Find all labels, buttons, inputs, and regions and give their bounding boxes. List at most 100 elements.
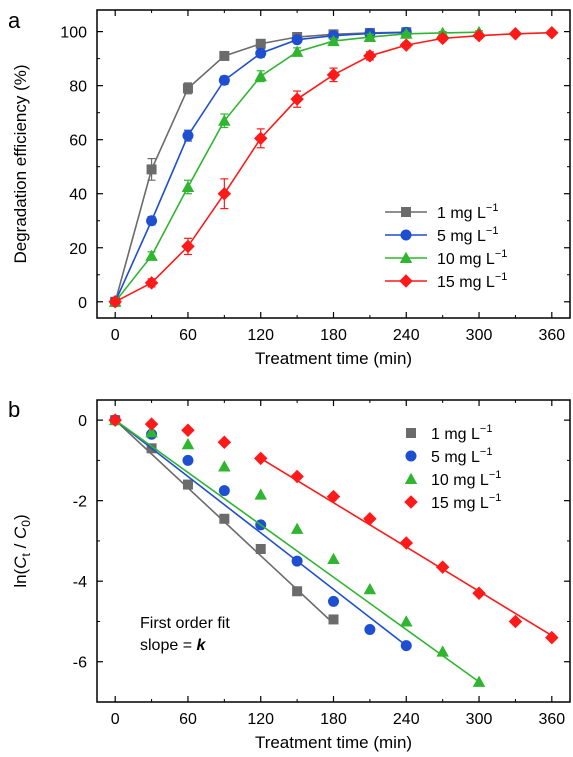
data-point: [217, 435, 232, 450]
fit-line: [114, 419, 480, 683]
data-point: [144, 417, 159, 431]
data-point: [508, 27, 523, 41]
data-point: [255, 543, 266, 554]
data-point: [254, 488, 267, 500]
data-point: [182, 479, 193, 490]
legend-label: 10 mg L−1: [431, 469, 501, 489]
legend-label: 10 mg L−1: [437, 248, 507, 268]
legend-label: 15 mg L−1: [431, 492, 501, 512]
data-point: [435, 560, 450, 574]
x-tick-label: 360: [538, 711, 565, 728]
data-point: [399, 38, 414, 52]
data-point: [363, 49, 377, 63]
data-point: [400, 27, 413, 39]
x-tick-label: 300: [466, 327, 493, 344]
data-point: [182, 454, 194, 466]
x-tick-label: 60: [179, 711, 197, 728]
data-point: [291, 34, 303, 46]
x-axis-label: Treatment time (min): [255, 733, 412, 752]
data-point: [400, 640, 412, 652]
data-point: [472, 28, 486, 43]
legend-marker: [399, 251, 413, 263]
data-point: [328, 595, 339, 607]
data-point: [218, 114, 231, 126]
plot-frame: [96, 399, 571, 703]
y-tick-label: -2: [73, 494, 87, 511]
data-point: [144, 276, 159, 290]
data-point: [182, 83, 193, 94]
data-point: [108, 295, 122, 309]
data-point: [146, 164, 157, 175]
data-point: [145, 249, 158, 261]
series-0: [110, 27, 412, 307]
legend-marker: [405, 450, 417, 462]
data-point: [363, 583, 377, 595]
legend-label: 1 mg L−1: [431, 423, 492, 443]
data-point: [255, 47, 267, 59]
fit-annotation: First order fit slope = k: [140, 615, 230, 654]
data-point: [472, 675, 486, 687]
data-point: [290, 92, 304, 106]
data-point: [108, 413, 122, 427]
data-point: [254, 69, 267, 82]
y-tick-label: 40: [69, 187, 87, 204]
data-point: [217, 186, 232, 201]
legend: 1 mg L−1 5 mg L−1 10 mg L−1 15 mg L−1: [385, 202, 507, 291]
series-3: [108, 25, 559, 309]
data-point: [181, 438, 195, 450]
y-tick-label: 80: [69, 79, 87, 96]
data-point: [290, 469, 304, 484]
legend-marker: [401, 207, 411, 217]
x-tick-label: 240: [393, 711, 420, 728]
data-point: [219, 513, 230, 524]
data-point: [291, 555, 303, 567]
series-line: [114, 31, 480, 303]
chart-panel-b: b 0 60 120 180 240 300 360 0 -2 -4 -6 Treatment time…: [8, 397, 571, 752]
y-tick-label: 20: [69, 241, 87, 258]
legend-label: 15 mg L−1: [437, 271, 507, 291]
data-point: [436, 645, 449, 657]
x-tick-label: 360: [538, 327, 565, 344]
y-tick-label: -6: [73, 655, 87, 672]
data-point: [145, 425, 158, 438]
panel-label: b: [8, 397, 20, 422]
data-point: [435, 31, 450, 46]
y-axis-label: ln(Ct / C0): [11, 514, 33, 587]
annotation-line-2: slope = k: [140, 637, 206, 654]
series-2: [108, 25, 486, 307]
legend-label: 5 mg L−1: [431, 446, 492, 466]
data-point: [218, 74, 230, 86]
data-point: [255, 38, 266, 49]
data-point: [363, 512, 377, 526]
data-point: [292, 586, 303, 597]
data-point: [327, 34, 340, 47]
series-3: [108, 413, 559, 645]
y-tick-label: 100: [60, 25, 87, 42]
x-tick-label: 180: [320, 711, 347, 728]
data-point: [363, 30, 377, 43]
data-point: [364, 624, 376, 636]
data-point: [326, 68, 341, 82]
fit-line: [114, 419, 407, 647]
x-tick-label: 0: [111, 327, 120, 344]
data-point: [326, 489, 341, 504]
data-point: [146, 215, 158, 227]
data-point: [290, 45, 304, 57]
y-tick-label: 0: [78, 413, 87, 430]
data-point: [399, 536, 414, 550]
legend-marker: [400, 229, 412, 241]
y-tick-label: 60: [69, 133, 87, 150]
y-tick-label: -4: [73, 574, 87, 591]
data-point: [182, 130, 194, 142]
legend-marker: [404, 495, 418, 509]
x-tick-label: 240: [393, 327, 420, 344]
legend-marker: [399, 274, 413, 288]
legend-marker: [406, 428, 416, 438]
x-tick-label: 120: [247, 327, 274, 344]
y-axis-label: Degradation efficiency (%): [11, 64, 30, 263]
data-point: [181, 180, 195, 192]
data-point: [545, 25, 559, 40]
series-1: [109, 414, 412, 652]
x-tick-label: 300: [466, 711, 493, 728]
